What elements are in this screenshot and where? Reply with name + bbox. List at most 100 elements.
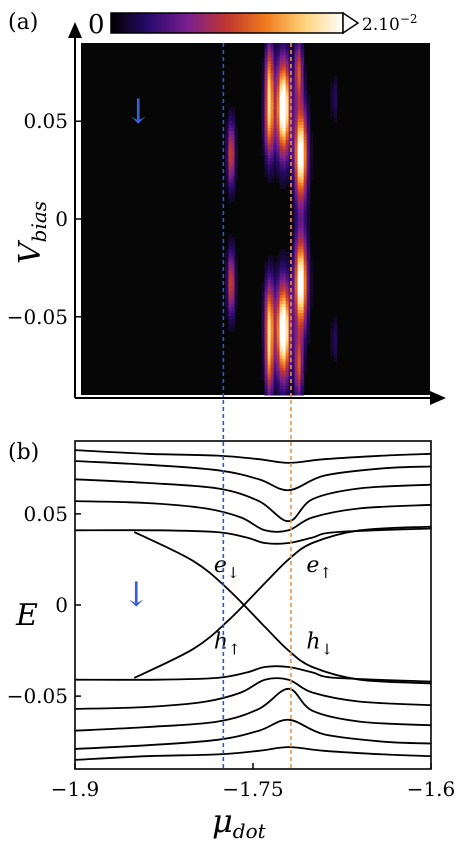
heatmap-cell	[300, 379, 305, 384]
heatmap-cell	[300, 164, 305, 168]
heatmap-cell	[231, 127, 235, 132]
heatmap-cell	[291, 297, 296, 302]
heatmap-cell	[273, 67, 278, 71]
panel-b-frame	[74, 440, 432, 770]
heatmap-cell	[285, 355, 290, 360]
heatmap-cell	[300, 270, 305, 275]
heatmap-cell	[279, 103, 284, 108]
panel-b-x-tick-label: −1.75	[222, 777, 283, 801]
heatmap-cell	[306, 303, 311, 308]
heatmap-cell	[276, 307, 281, 311]
heatmap-cell	[231, 282, 235, 287]
heatmap-cell	[282, 94, 287, 99]
heatmap-cell	[282, 118, 287, 123]
heatmap-cell	[261, 82, 266, 86]
heatmap-cell	[231, 261, 235, 266]
heatmap-cell	[261, 85, 266, 90]
energy-curve	[74, 527, 432, 545]
heatmap-cell	[300, 137, 305, 141]
heatmap-cell	[306, 206, 311, 211]
heatmap-cell	[279, 85, 284, 90]
heatmap-cell	[333, 331, 338, 335]
heatmap-cell	[297, 149, 302, 153]
heatmap-cell	[279, 118, 284, 123]
heatmap-cells	[225, 43, 338, 396]
heatmap-cell	[285, 82, 290, 86]
heatmap-cell	[231, 246, 235, 250]
heatmap-cell	[264, 155, 269, 159]
heatmap-cell	[273, 109, 278, 114]
heatmap-cell	[261, 131, 266, 135]
heatmap-cell	[270, 146, 275, 150]
heatmap-cell	[267, 340, 272, 344]
heatmap-cell	[285, 134, 290, 138]
energy-curve	[74, 687, 432, 732]
heatmap-cell	[294, 46, 299, 50]
heatmap-cell	[294, 285, 299, 290]
heatmap-cell	[273, 343, 278, 347]
heatmap-cell	[267, 82, 272, 86]
heatmap-cell	[270, 164, 275, 168]
heatmap-cell	[297, 185, 302, 190]
heatmap-cell	[291, 103, 296, 108]
heatmap-cell	[273, 155, 278, 159]
heatmap-cell	[285, 176, 290, 181]
heatmap-cell	[279, 291, 284, 296]
heatmap-cell	[294, 337, 299, 341]
heatmap-cell	[297, 361, 302, 366]
heatmap-cell	[234, 140, 238, 144]
heatmap-cell	[288, 109, 293, 114]
heatmap-cell	[297, 191, 302, 196]
heatmap-cell	[273, 261, 278, 266]
heatmap-cell	[291, 176, 296, 181]
heatmap-cell	[282, 361, 287, 366]
heatmap-cell	[297, 240, 302, 244]
heatmap-cell	[306, 146, 311, 150]
heatmap-cell	[300, 310, 305, 314]
heatmap-cell	[303, 182, 308, 187]
heatmap-cell	[306, 240, 311, 244]
heatmap-cell	[270, 273, 275, 278]
heatmap-cell	[261, 325, 266, 329]
heatmap-cell	[234, 152, 238, 156]
heatmap-cell	[273, 273, 278, 278]
heatmap-cell	[297, 355, 302, 360]
heatmap-cell	[297, 261, 302, 266]
heatmap-cell	[306, 203, 311, 208]
heatmap-cell	[270, 310, 275, 314]
heatmap-cell	[285, 67, 290, 71]
heatmap-cell	[330, 88, 335, 93]
heatmap-cell	[303, 143, 308, 147]
heatmap-cell	[333, 337, 338, 341]
heatmap-cell	[261, 376, 266, 381]
heatmap-cell	[285, 373, 290, 378]
heatmap-cell	[279, 149, 284, 153]
heatmap-cell	[279, 43, 284, 47]
heatmap-cell	[228, 152, 232, 156]
heatmap-cell	[282, 291, 287, 296]
heatmap-cell	[303, 161, 308, 165]
heatmap-cell	[225, 300, 229, 305]
heatmap-cell	[282, 331, 287, 335]
heatmap-cell	[291, 307, 296, 311]
heatmap-cell	[273, 149, 278, 153]
heatmap-cell	[264, 43, 269, 47]
heatmap-cell	[267, 288, 272, 293]
heatmap-cell	[288, 297, 293, 302]
heatmap-cell	[291, 261, 296, 266]
heatmap-cell	[231, 328, 235, 332]
heatmap-cell	[279, 170, 284, 174]
heatmap-cell	[303, 331, 308, 335]
heatmap-cell	[228, 149, 232, 153]
heatmap-cell	[234, 264, 238, 269]
heatmap-cell	[270, 294, 275, 299]
heatmap-cell	[279, 361, 284, 366]
heatmap-cell	[279, 173, 284, 178]
heatmap-cell	[297, 197, 302, 202]
heatmap-cell	[261, 76, 266, 80]
heatmap-cell	[291, 124, 296, 129]
panel-b-x-tick-label: −1.9	[51, 777, 100, 801]
heatmap-cell	[231, 313, 235, 317]
heatmap-cell	[279, 115, 284, 120]
heatmap-cell	[294, 237, 299, 241]
